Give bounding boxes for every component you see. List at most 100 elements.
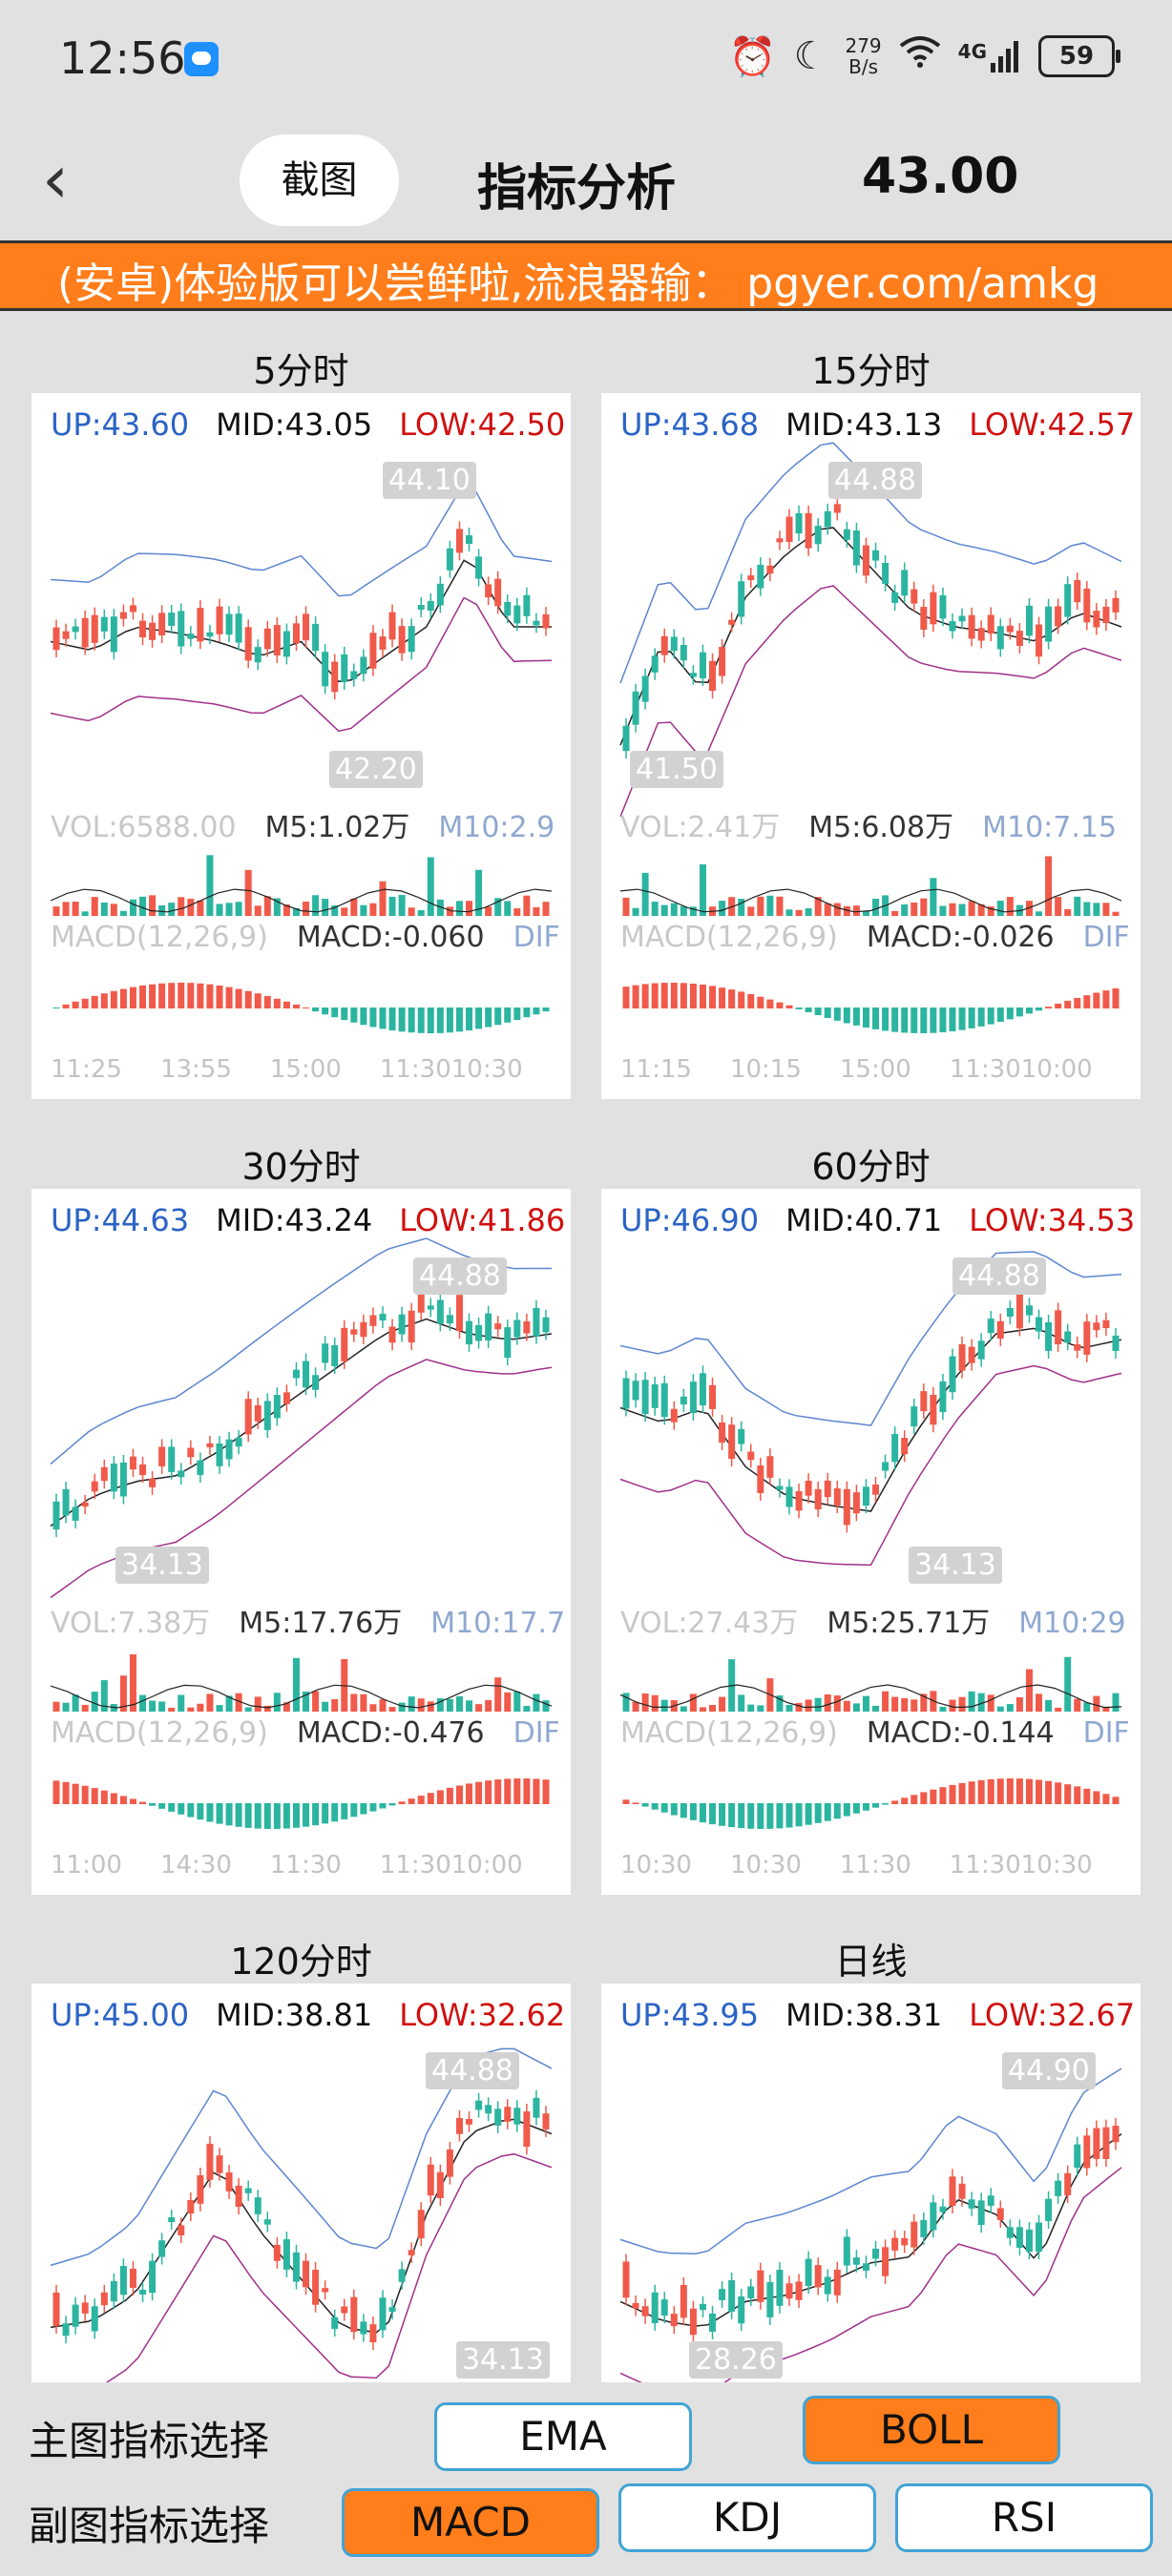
volume-bar [72, 1694, 79, 1712]
volume-bar [1083, 902, 1091, 916]
volume-bar [958, 1696, 966, 1712]
boll-button[interactable]: BOLL [803, 2396, 1060, 2464]
rsi-button[interactable]: RSI [895, 2483, 1153, 2552]
screenshot-button[interactable]: 截图 [240, 135, 399, 226]
promo-banner[interactable]: (安卓)体验版可以尝鲜啦,流浪器输： pgyer.com/amkg [0, 240, 1172, 311]
volume-bar [1102, 903, 1110, 916]
candle-body [949, 1356, 956, 1393]
volume-bar [331, 904, 339, 916]
macd-bar [1093, 992, 1100, 1008]
candle-body [475, 556, 483, 579]
macd-bar [996, 1778, 1004, 1804]
kdj-button[interactable]: KDJ [618, 2483, 876, 2552]
macd-bar [129, 1798, 136, 1804]
candle-body [891, 1433, 899, 1463]
chart-30min[interactable]: UP:44.63 MID:43.24 LOW:41.86 44.88 34.13 V… [31, 1189, 571, 1895]
macd-bar [651, 1803, 659, 1810]
macd-bar [72, 1001, 79, 1008]
macd-bar [1074, 1786, 1081, 1804]
candle-body [910, 589, 918, 604]
ema-button[interactable]: EMA [434, 2402, 692, 2471]
macd-bar [455, 1008, 463, 1032]
candle-body [533, 1307, 540, 1337]
candle-body [939, 594, 947, 619]
volume-bar [1083, 1702, 1091, 1712]
chart-5min[interactable]: UP:43.60 MID:43.05 LOW:42.50 44.10 42.20 V… [31, 393, 571, 1099]
candle-body [872, 2248, 880, 2259]
volume-bar [216, 1705, 223, 1712]
macd-name: MACD(12,26,9) [620, 1716, 838, 1750]
macd-bar [641, 984, 649, 1008]
candle-body [322, 2288, 329, 2293]
chart-canvas [619, 442, 1122, 1033]
macd-bar [455, 1785, 463, 1804]
volume-bar [632, 907, 639, 916]
candle-body [1112, 2126, 1120, 2143]
macd-bar [254, 993, 262, 1008]
candle-body [513, 1319, 521, 1338]
x-label: 10:30 [620, 1851, 692, 1880]
volume-bar [852, 905, 860, 916]
candle-body [901, 2237, 909, 2246]
volume-bar [968, 1691, 975, 1712]
candle-body [670, 2314, 678, 2327]
lower-band-line [105, 2152, 553, 2382]
chart-60min[interactable]: UP:46.90 MID:40.71 LOW:34.53 44.88 34.13 V… [601, 1189, 1141, 1895]
candle-body [795, 512, 803, 534]
volume-bar [388, 896, 396, 916]
macd-bar [523, 1778, 531, 1804]
volume-bar [680, 1706, 687, 1712]
vol-m10: M10:7.15 [982, 811, 1118, 844]
macd-dif: DIF [513, 921, 560, 954]
min-price-tag: 42.20 [329, 751, 423, 788]
candle-body [455, 1295, 463, 1332]
candle-body [341, 654, 348, 682]
candle-body [533, 2097, 540, 2118]
volume-bar [795, 1702, 803, 1712]
chart-15min[interactable]: UP:43.68 MID:43.13 LOW:42.57 44.88 41.50 V… [601, 393, 1141, 1099]
volume-bar [939, 1706, 947, 1712]
macd-bar [168, 983, 176, 1008]
candle-body [100, 616, 108, 632]
macd-bar [1112, 1797, 1120, 1804]
candle-body [910, 1406, 918, 1427]
volume-bar [757, 896, 764, 916]
candle-body [466, 2119, 473, 2125]
volume-bar [417, 1698, 425, 1712]
status-bar: 12:56 ⏰ ☾ 279 B/s 4G 59 [0, 0, 1172, 114]
volume-bar [455, 901, 463, 916]
candle-body [949, 2176, 956, 2207]
candle-body [197, 2174, 204, 2204]
candle-body [738, 2296, 745, 2324]
volume-bar [81, 911, 89, 916]
wifi-icon [899, 34, 941, 78]
macd-button[interactable]: MACD [342, 2488, 599, 2557]
candle-body [139, 2289, 147, 2296]
macd-bar [427, 1793, 434, 1804]
volume-bar [939, 905, 947, 916]
candle-body [1025, 605, 1033, 636]
macd-bar [331, 1008, 339, 1018]
volume-bar [149, 895, 157, 916]
candle-body [1055, 1310, 1062, 1345]
legend-mid: MID:38.81 [216, 1997, 373, 2033]
macd-bar [699, 1803, 706, 1823]
macd-bar [312, 1803, 320, 1826]
chart-daily[interactable]: UP:43.95 MID:38.31 LOW:32.67 44.90 28.26 [601, 1984, 1141, 2382]
candle-body [168, 613, 176, 626]
candle-body [475, 2100, 483, 2110]
macd-bar [197, 1803, 204, 1820]
macd-bar [235, 988, 242, 1008]
chart-canvas [619, 2067, 1122, 2382]
candle-body [757, 564, 764, 589]
candle-body [187, 2199, 195, 2214]
candle-body [331, 661, 339, 693]
macd-bar [1055, 1004, 1062, 1008]
macd-bar [379, 1803, 387, 1809]
candle-body [1055, 606, 1062, 627]
candle-body [852, 2257, 860, 2265]
back-icon[interactable]: ‹ [42, 140, 69, 218]
volume-bar [504, 1692, 512, 1712]
candle-body [1093, 611, 1100, 628]
chart-120min[interactable]: UP:45.00 MID:38.81 LOW:32.62 44.88 34.13 [31, 1984, 571, 2382]
